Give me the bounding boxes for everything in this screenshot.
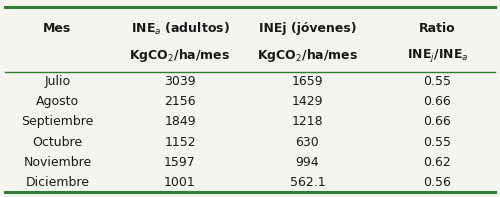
Text: 1152: 1152 — [164, 136, 196, 149]
Text: INEj (jóvenes): INEj (jóvenes) — [258, 22, 356, 35]
Text: Ratio: Ratio — [419, 22, 456, 35]
Text: 1597: 1597 — [164, 156, 196, 168]
Text: INE$_a$ (adultos): INE$_a$ (adultos) — [130, 20, 230, 37]
Text: 1429: 1429 — [292, 96, 323, 108]
Text: KgCO$_2$/ha/mes: KgCO$_2$/ha/mes — [130, 47, 230, 64]
Text: 0.56: 0.56 — [424, 176, 452, 189]
Text: Septiembre: Septiembre — [22, 115, 94, 128]
Text: 0.62: 0.62 — [424, 156, 452, 168]
Text: Mes: Mes — [44, 22, 72, 35]
Text: 2156: 2156 — [164, 96, 196, 108]
Text: 994: 994 — [296, 156, 320, 168]
Text: KgCO$_2$/ha/mes: KgCO$_2$/ha/mes — [257, 47, 358, 64]
Text: Diciembre: Diciembre — [26, 176, 90, 189]
Text: 562.1: 562.1 — [290, 176, 326, 189]
Text: 1659: 1659 — [292, 75, 324, 88]
Text: 0.66: 0.66 — [424, 96, 452, 108]
Text: INE$_j$/INE$_a$: INE$_j$/INE$_a$ — [406, 47, 469, 64]
Text: 1218: 1218 — [292, 115, 324, 128]
Text: 630: 630 — [296, 136, 320, 149]
Text: 1001: 1001 — [164, 176, 196, 189]
Text: 0.66: 0.66 — [424, 115, 452, 128]
Text: Noviembre: Noviembre — [24, 156, 92, 168]
Text: 3039: 3039 — [164, 75, 196, 88]
Text: Agosto: Agosto — [36, 96, 79, 108]
Text: Julio: Julio — [44, 75, 70, 88]
Text: 0.55: 0.55 — [424, 75, 452, 88]
Text: 0.55: 0.55 — [424, 136, 452, 149]
Text: Octubre: Octubre — [32, 136, 82, 149]
Text: 1849: 1849 — [164, 115, 196, 128]
